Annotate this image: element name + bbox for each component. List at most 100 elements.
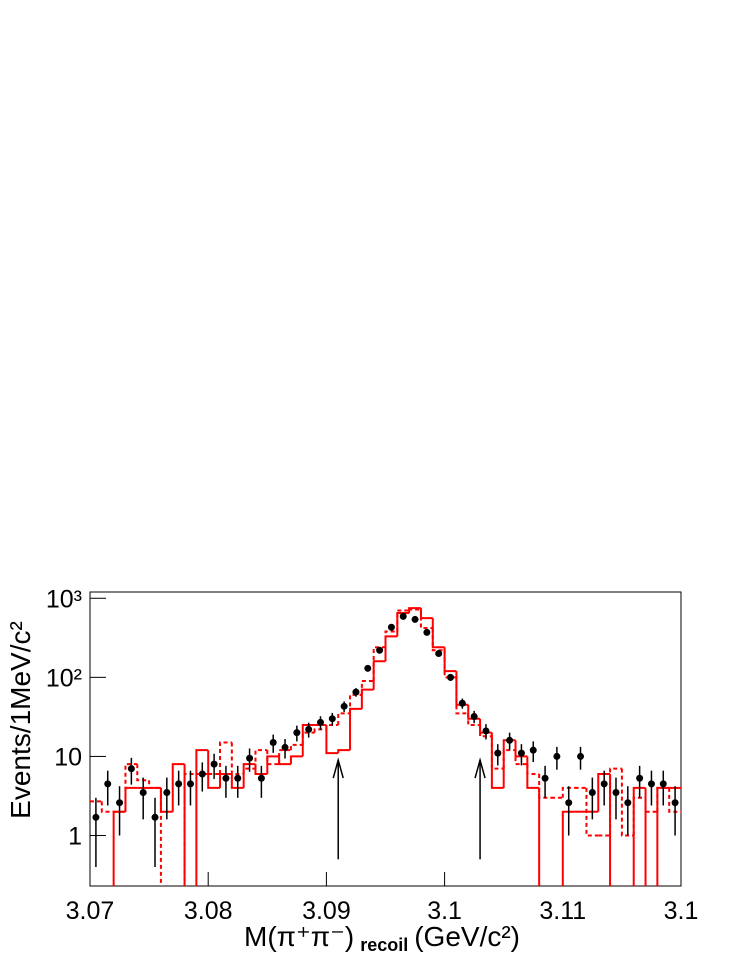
histogram-step [396,609,410,632]
histogram-step [124,763,138,812]
data-point [198,770,206,778]
histogram-step [313,728,327,733]
data-point [541,774,549,782]
data-point [494,749,502,757]
x-tick-label: 3.09 [302,897,351,925]
data-point [139,788,147,796]
x-tick-label: 3.08 [184,897,233,925]
histogram-step [289,743,303,751]
data-point [340,702,348,710]
histogram-step [514,740,528,758]
data-point [175,780,183,788]
histogram-step [360,679,374,695]
data-point [624,799,632,807]
arrow-head [474,757,486,779]
histogram-step [171,763,185,812]
data-point [447,673,455,681]
data-point [529,746,537,754]
histogram-step [561,810,575,886]
data-point [376,646,384,654]
x-tick-label: 3.11 [539,897,586,925]
histogram-step [266,750,280,766]
data-point [411,615,419,623]
histogram-step [526,764,540,775]
histogram-step [183,772,197,886]
data-point [234,774,242,782]
data-point [671,799,679,807]
x-label-sub: recoil [360,935,408,955]
histogram-step [148,780,161,789]
histogram-step [467,713,481,726]
y-axis-label: Events/1MeV/c² [5,621,36,819]
histogram-step [337,749,351,754]
x-tick-label: 3.1 [664,897,699,925]
data-point [163,788,171,796]
histogram-step [266,755,280,774]
data-point [364,664,372,672]
histogram-step [419,608,433,620]
x-tick-label: 3.07 [66,897,115,925]
histogram-step [597,772,611,812]
data-point [305,725,313,733]
data-point [116,799,124,807]
data-point [127,765,135,773]
histogram-step [195,749,209,886]
data-point [435,650,443,658]
histogram-step [443,647,457,673]
histogram-step [632,796,646,836]
data-point [577,752,585,760]
histogram-step [490,736,504,770]
y-tick-label: 10² [46,664,82,692]
histogram-step [668,787,681,813]
x-axis-label: M(π⁺π⁻) recoil (GeV/c²) [244,921,520,955]
histogram-step [656,786,670,812]
histogram-step [514,750,528,766]
data-point [104,780,112,788]
data-point [281,743,289,751]
histogram-step [408,607,421,614]
histogram-step [538,773,551,799]
y-tick-label: 10 [54,743,82,771]
histogram-step [219,741,232,774]
data-point [517,749,525,757]
data-point [92,813,100,821]
histogram-step [384,635,398,662]
plot-area [90,607,681,886]
data-point [328,715,336,723]
histogram-step [349,707,362,751]
histogram-step [431,628,445,652]
x-label-main: M(π⁺π⁻) [244,921,354,952]
y-tick-label: 1 [68,823,82,851]
data-point [506,736,514,744]
data-point [399,612,407,620]
data-point [352,688,360,696]
histogram-step [136,764,150,782]
histogram-step [502,749,516,769]
histogram-step [431,618,445,649]
data-point [482,727,490,735]
histogram-step [301,723,315,757]
histogram-step [325,723,339,730]
histogram-step [242,763,256,788]
data-point [246,754,254,762]
data-point [151,813,159,821]
histogram-step [384,630,398,648]
data-point [316,718,324,726]
data-point [588,788,596,796]
data-point [659,780,667,788]
histogram-step [349,693,362,714]
histogram-step [585,787,599,837]
histogram-step [337,712,351,725]
histogram-step [230,742,244,775]
histogram-step [124,786,138,812]
histogram-step [325,724,339,755]
histogram-step [538,787,541,886]
data-point [612,788,620,796]
histogram-step [644,787,647,886]
histogram-step [443,650,457,679]
histogram-step [230,773,244,789]
data-point [293,729,301,737]
data-point [222,774,230,782]
data-point [458,699,466,707]
